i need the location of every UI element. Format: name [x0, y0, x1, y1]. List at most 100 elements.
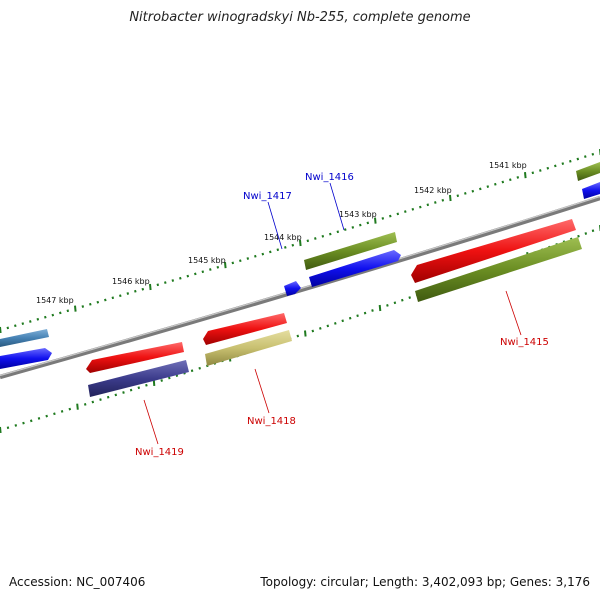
inner-tick-42	[319, 327, 322, 330]
outer-tick-42	[314, 237, 317, 240]
outer-tick-57	[426, 203, 430, 207]
outer-tick-53	[396, 212, 400, 216]
inner-tick-17	[129, 388, 133, 392]
outer-tick-34	[254, 254, 257, 258]
feature-nwi-1419[interactable]	[86, 342, 189, 397]
inner-tick-14	[106, 395, 110, 399]
gene-label-nwi-1415[interactable]: Nwi_1415	[500, 337, 549, 348]
outer-tick-70	[524, 172, 527, 179]
outer-tick-19	[141, 287, 145, 291]
outer-tick-14	[104, 298, 107, 302]
inner-tick-3	[22, 421, 25, 425]
outer-tick-49	[366, 221, 370, 225]
map-title: Nitrobacter winogradskyi Nb-255, complet…	[129, 10, 471, 25]
outer-tick-21	[156, 283, 160, 287]
outer-tick-31	[231, 261, 235, 265]
outer-scale-ticks	[0, 149, 600, 334]
outer-tick-26	[194, 272, 197, 276]
gene-label-nwi-1418[interactable]: Nwi_1418	[247, 416, 296, 427]
outer-tick-2	[14, 324, 17, 328]
genome-summary-text: Topology: circular; Length: 3,402,093 bp…	[260, 575, 590, 589]
outer-tick-10	[74, 305, 77, 312]
gene-label-nwi-1417[interactable]: Nwi_1417	[243, 191, 292, 202]
outer-tick-0	[0, 326, 2, 334]
outer-tick-69	[516, 176, 520, 179]
kbp-label-1546: 1546 kbp	[112, 277, 150, 286]
inner-tick-1	[6, 426, 10, 430]
outer-tick-60	[449, 194, 452, 202]
outer-tick-8	[59, 311, 62, 315]
outer-tick-39	[291, 243, 295, 247]
outer-tick-45	[336, 230, 340, 234]
inner-tick-79	[591, 229, 595, 233]
outer-tick-5	[36, 317, 40, 321]
outer-tick-62	[464, 192, 467, 195]
outer-tick-77	[576, 157, 580, 161]
outer-tick-23	[171, 279, 175, 282]
inner-tick-26	[198, 366, 201, 370]
outer-tick-47	[351, 226, 355, 229]
feature-nwi-1417[interactable]	[284, 281, 301, 296]
inner-tick-53	[401, 298, 404, 302]
outer-tick-15	[111, 296, 115, 300]
leader-nwi-1416	[329, 182, 345, 231]
outer-tick-24	[179, 276, 182, 280]
kbp-label-1542: 1542 kbp	[414, 186, 452, 195]
outer-tick-67	[501, 180, 505, 184]
inner-tick-7	[53, 412, 56, 416]
outer-tick-32	[239, 259, 242, 263]
outer-tick-22	[164, 281, 167, 284]
inner-tick-49	[371, 309, 374, 312]
outer-tick-59	[441, 198, 445, 202]
feature-nwi-1415[interactable]	[411, 219, 582, 302]
outer-tick-76	[569, 159, 572, 163]
outer-tick-3	[21, 322, 25, 325]
outer-tick-35	[261, 252, 265, 256]
inner-tick-11	[83, 403, 87, 406]
inner-tick-6	[45, 414, 48, 418]
leader-nwi-1415	[505, 290, 522, 336]
inner-tick-0	[0, 426, 2, 434]
gene-label-nwi-1416[interactable]: Nwi_1416	[305, 172, 354, 183]
inner-tick-21	[160, 379, 163, 382]
outer-tick-17	[126, 292, 130, 295]
outer-tick-75	[561, 162, 565, 165]
kbp-label-1547: 1547 kbp	[36, 296, 74, 305]
gene-label-nwi-1419[interactable]: Nwi_1419	[135, 447, 184, 458]
inner-tick-20	[152, 379, 156, 386]
inner-tick-25	[190, 369, 194, 373]
inner-tick-4	[29, 419, 33, 423]
outer-tick-46	[344, 228, 347, 231]
outer-tick-36	[269, 250, 272, 254]
outer-tick-41	[306, 239, 310, 243]
kbp-label-1541: 1541 kbp	[489, 161, 527, 170]
inner-tick-43	[326, 324, 330, 328]
inner-tick-52	[393, 301, 397, 305]
outer-tick-56	[419, 205, 422, 209]
inner-tick-50	[378, 304, 382, 312]
kbp-label-1544: 1544 kbp	[264, 233, 302, 242]
feature-nwi-1416[interactable]	[304, 232, 401, 287]
inner-tick-39	[296, 334, 300, 338]
outer-tick-20	[149, 283, 152, 291]
outer-tick-74	[554, 164, 557, 168]
outer-tick-66	[494, 182, 497, 186]
outer-tick-25	[186, 274, 190, 278]
outer-tick-27	[201, 270, 205, 274]
feature-nwi-1418[interactable]	[203, 313, 292, 366]
inner-tick-13	[99, 398, 102, 401]
outer-tick-30	[224, 262, 227, 269]
feature-forward-top-right[interactable]	[576, 162, 600, 199]
feature-forward-far-left[interactable]	[0, 329, 52, 369]
outer-tick-37	[276, 248, 280, 252]
outer-tick-73	[546, 166, 550, 170]
outer-tick-78	[584, 155, 587, 158]
inner-tick-40	[304, 330, 307, 337]
genome-backbone	[0, 195, 600, 380]
inner-tick-10	[76, 403, 79, 410]
outer-tick-44	[329, 232, 332, 236]
outer-tick-54	[404, 210, 407, 213]
outer-tick-52	[389, 214, 392, 218]
outer-tick-11	[81, 305, 85, 308]
